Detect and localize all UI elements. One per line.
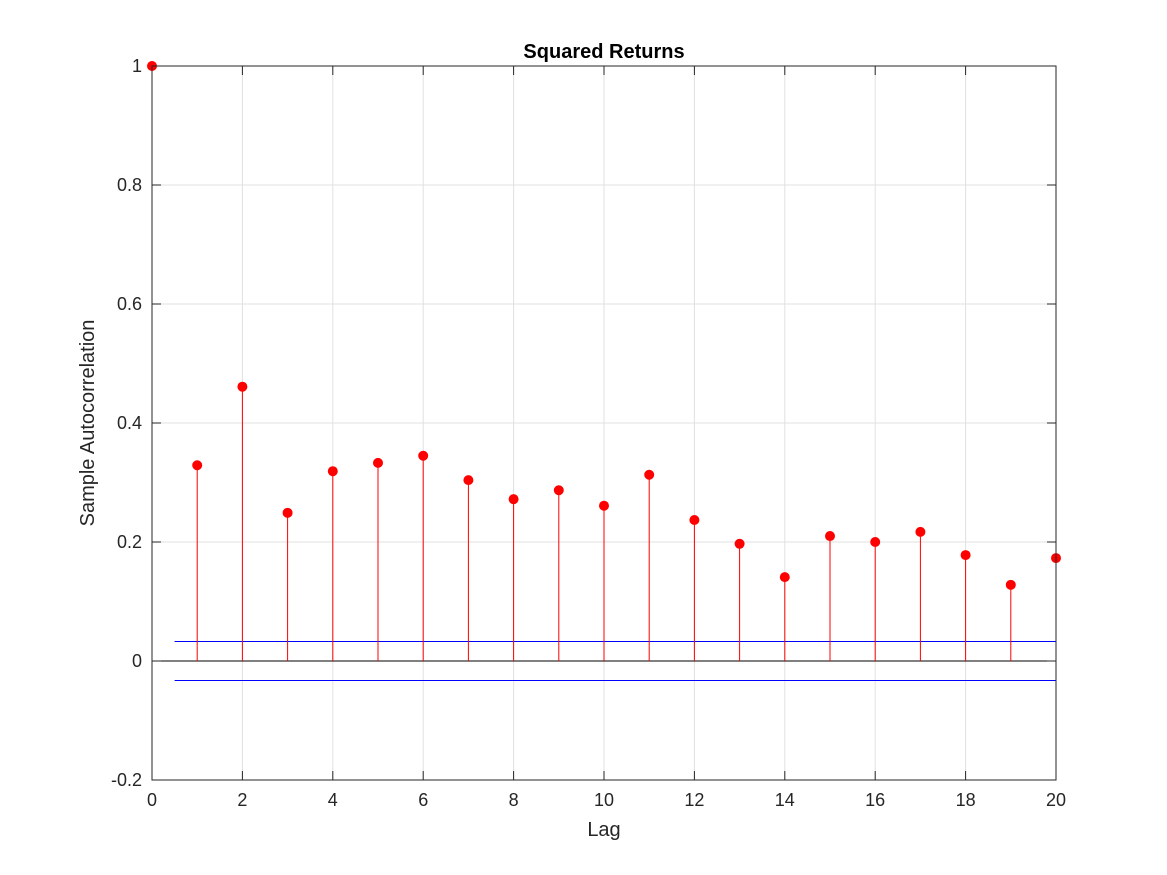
stem-marker <box>237 381 248 392</box>
stem-marker <box>960 550 971 561</box>
x-axis-label: Lag <box>587 819 620 841</box>
y-axis-label: Sample Autocorrelation <box>77 320 99 527</box>
y-tick-label: 0 <box>132 651 142 671</box>
stem-marker <box>463 475 474 486</box>
stem-marker <box>870 537 881 547</box>
x-tick-label: 6 <box>418 790 428 810</box>
x-tick-label: 0 <box>147 790 157 810</box>
x-tick-label: 10 <box>594 790 614 810</box>
x-axis-tick-labels: 0 2 4 6 8 10 12 14 16 18 20 <box>147 790 1066 810</box>
x-tick-label: 4 <box>328 790 338 810</box>
axis-ticks <box>151 65 1057 781</box>
y-tick-label: 0.6 <box>117 294 142 314</box>
stem-marker <box>192 460 203 471</box>
stem-marker <box>1005 579 1016 590</box>
stem-marker <box>508 494 519 505</box>
stem-marker <box>282 507 293 518</box>
x-tick-label: 20 <box>1046 790 1066 810</box>
stem-marker <box>915 526 926 537</box>
stem-marker <box>779 572 790 583</box>
x-tick-label: 12 <box>684 790 704 810</box>
y-tick-label: 0.4 <box>117 413 142 433</box>
y-tick-label: 0.8 <box>117 175 142 195</box>
y-axis-tick-labels: -0.2 0 0.2 0.4 0.6 0.8 1 <box>111 56 142 790</box>
stem-marker <box>599 500 609 511</box>
stem-marker <box>373 457 383 468</box>
y-tick-label: 0.2 <box>117 532 142 552</box>
stem-marker <box>689 514 700 525</box>
stem-marker <box>418 450 429 461</box>
stem-marker <box>825 531 835 542</box>
x-tick-label: 16 <box>865 790 885 810</box>
y-tick-label: -0.2 <box>111 770 142 790</box>
stem-marker <box>327 466 338 477</box>
x-tick-label: 8 <box>509 790 519 810</box>
stem-marker <box>644 469 655 480</box>
x-tick-label: 14 <box>775 790 795 810</box>
x-tick-label: 18 <box>956 790 976 810</box>
chart-title: Squared Returns <box>523 41 684 63</box>
stem-marker <box>734 538 745 549</box>
x-tick-label: 2 <box>237 790 247 810</box>
y-tick-label: 1 <box>132 56 142 76</box>
stem-marker <box>553 485 564 496</box>
